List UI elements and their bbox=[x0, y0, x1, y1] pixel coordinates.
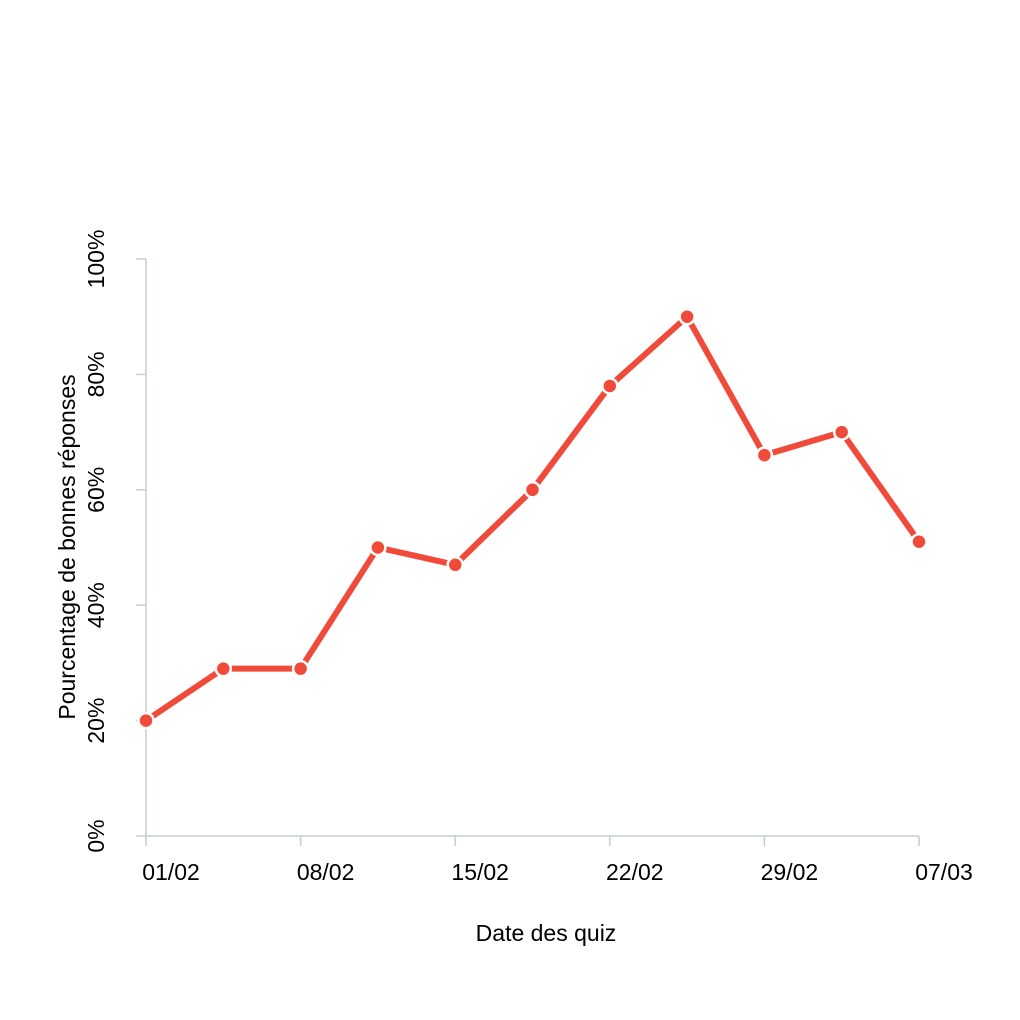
data-point bbox=[832, 423, 851, 441]
y-tick-label: 40% bbox=[83, 582, 109, 628]
y-tick-label: 20% bbox=[83, 698, 109, 744]
data-point bbox=[678, 307, 696, 326]
data-point bbox=[291, 659, 310, 678]
data-point bbox=[214, 659, 233, 678]
data-point bbox=[369, 538, 387, 557]
data-point bbox=[137, 711, 155, 730]
series bbox=[137, 307, 928, 730]
x-tick-label: 22/02 bbox=[606, 859, 664, 885]
data-point bbox=[523, 481, 542, 499]
y-tick-label: 80% bbox=[83, 351, 109, 397]
axes bbox=[145, 259, 919, 837]
x-axis-title: Date des quiz bbox=[476, 920, 617, 946]
series-line bbox=[143, 313, 922, 724]
x-tick-label: 07/03 bbox=[915, 859, 973, 885]
y-tick-label: 60% bbox=[83, 467, 109, 513]
x-tick-label: 08/02 bbox=[297, 859, 355, 885]
data-point bbox=[910, 532, 928, 551]
data-point bbox=[755, 446, 774, 464]
y-tick-label: 0% bbox=[83, 819, 109, 852]
data-point bbox=[601, 377, 619, 395]
data-point bbox=[446, 556, 464, 574]
x-tick-label: 01/02 bbox=[142, 859, 200, 885]
y-axis-title: Pourcentage de bonnes réponses bbox=[54, 374, 80, 719]
x-tick-label: 15/02 bbox=[451, 859, 509, 885]
y-tick-label: 100% bbox=[83, 230, 109, 289]
ticks: 0% 20% 40% 60% 80% 100% 01/02 08/02 15/02 22/02 29… bbox=[83, 230, 973, 885]
x-tick-label: 29/02 bbox=[761, 859, 819, 885]
